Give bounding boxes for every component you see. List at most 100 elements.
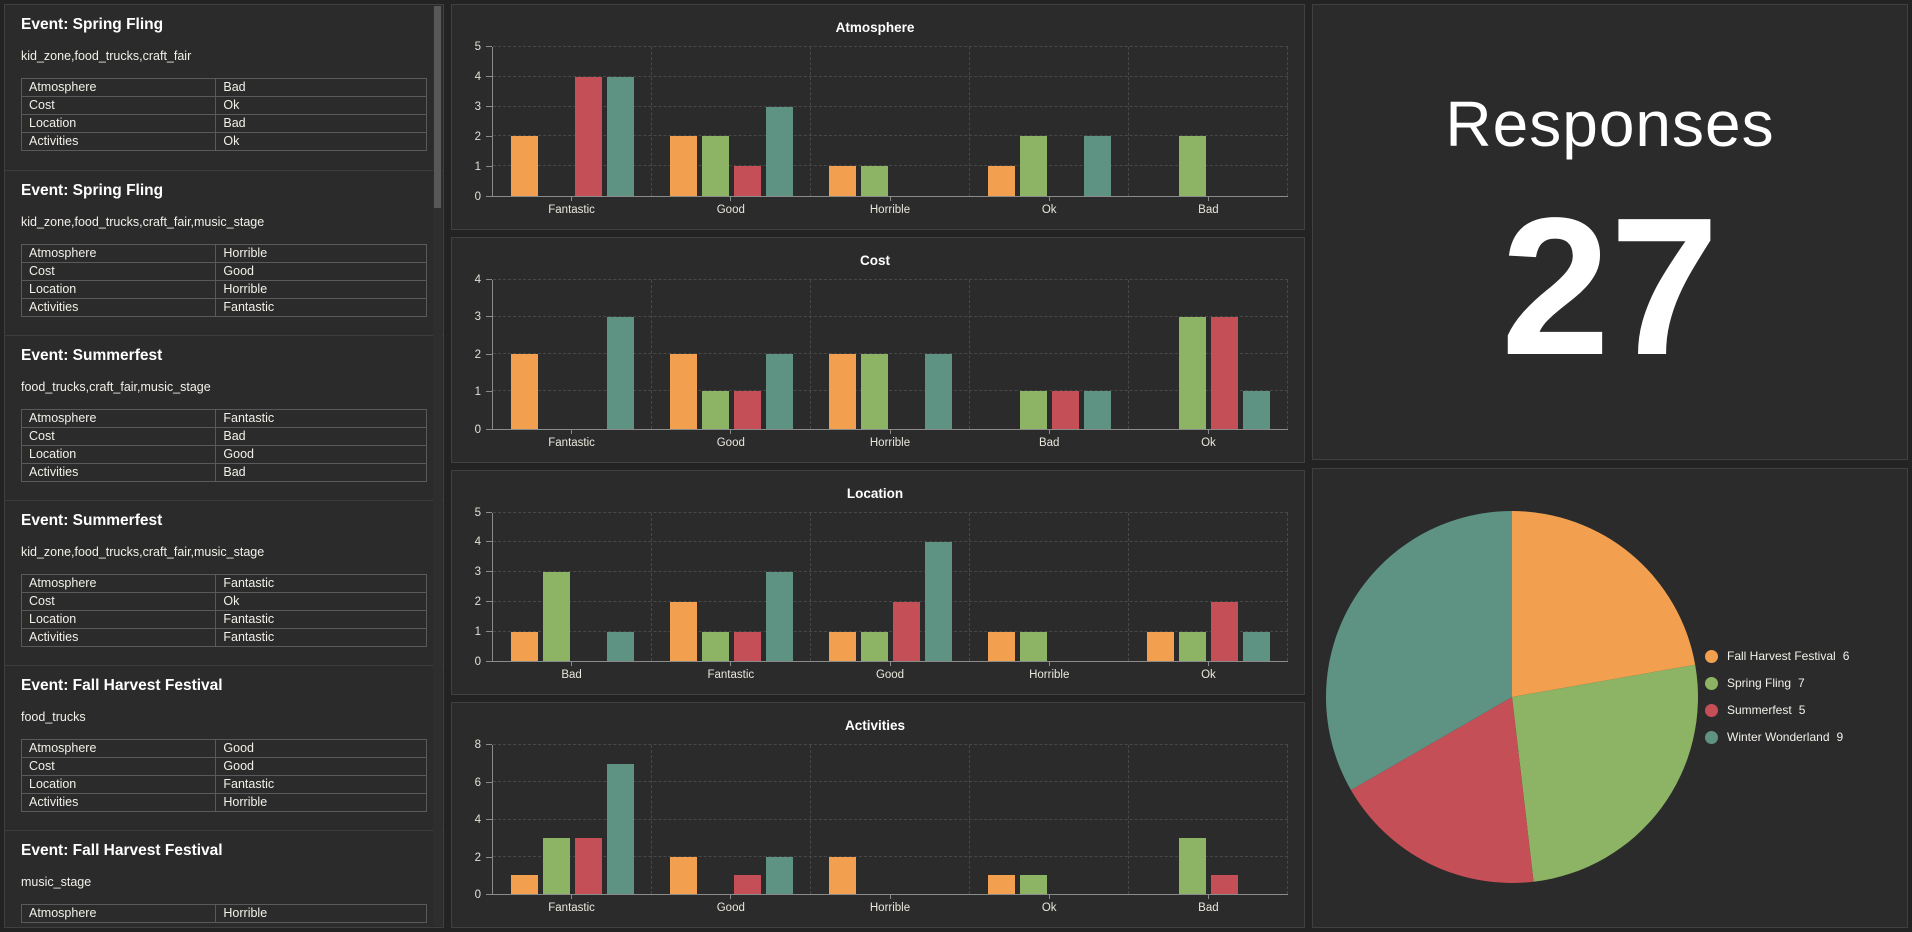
bar-winter-wonderland-fantastic[interactable] [765, 572, 793, 662]
gridline [493, 855, 1288, 857]
table-cell: Cost [20, 427, 217, 446]
gridline [493, 105, 1288, 107]
bar-fall-harvest-festival-fantastic[interactable] [510, 354, 538, 429]
bar-spring-fling-fantastic[interactable] [542, 838, 570, 894]
bar-summerfest-fantastic[interactable] [733, 631, 761, 662]
pie-slice-summerfest[interactable] [1350, 697, 1534, 883]
bar-fall-harvest-festival-bad[interactable] [510, 631, 538, 662]
table-cell: Atmosphere [20, 78, 217, 97]
bar-spring-fling-bad[interactable] [1019, 391, 1047, 429]
bar-winter-wonderland-fantastic[interactable] [606, 763, 634, 894]
bar-summerfest-good[interactable] [733, 875, 761, 894]
bar-summerfest-good[interactable] [892, 601, 920, 662]
bar-fall-harvest-festival-fantastic[interactable] [510, 875, 538, 894]
card-tags: food_trucks [21, 710, 86, 724]
bar-groups [493, 745, 1288, 894]
table-cell: Fantastic [215, 298, 427, 317]
bar-winter-wonderland-ok[interactable] [1242, 631, 1270, 662]
legend-item-winter-wonderland[interactable]: Winter Wonderland 9 [1705, 730, 1849, 744]
bar-fall-harvest-festival-fantastic[interactable] [669, 601, 697, 662]
table-row: Activities Horrible [20, 793, 427, 812]
pie-slice-spring-fling[interactable] [1512, 664, 1698, 882]
y-axis-tick-label: 0 [474, 656, 481, 669]
chart-title: Cost [860, 252, 890, 268]
bar-winter-wonderland-fantastic[interactable] [606, 76, 634, 196]
table-cell: Cost [20, 757, 217, 776]
bar-fall-harvest-festival-horrible[interactable] [828, 166, 856, 196]
legend-label: Fall Harvest Festival [1727, 649, 1836, 663]
table-cell: Fantastic [215, 409, 427, 428]
pie-slice-winter-wonderland[interactable] [1326, 511, 1512, 790]
bar-winter-wonderland-ok[interactable] [1242, 391, 1270, 429]
legend-item-spring-fling[interactable]: Spring Fling 7 [1705, 676, 1849, 690]
bar-winter-wonderland-bad[interactable] [1083, 391, 1111, 429]
bar-spring-fling-bad[interactable] [1178, 136, 1206, 196]
response-card[interactable]: Event: Summerfest kid_zone,food_trucks,cr… [5, 500, 443, 665]
bar-group-ok [969, 47, 1128, 196]
card-tags: food_trucks,craft_fair,music_stage [21, 380, 211, 394]
bar-summerfest-ok[interactable] [1210, 601, 1238, 662]
legend-swatch-icon [1705, 676, 1718, 690]
bar-fall-harvest-festival-good[interactable] [828, 631, 856, 662]
bar-fall-harvest-festival-horrible[interactable] [828, 856, 856, 894]
x-axis-label-good: Good [651, 430, 810, 456]
bar-spring-fling-horrible[interactable] [860, 354, 888, 429]
bar-spring-fling-ok[interactable] [1019, 875, 1047, 894]
legend-item-fall-harvest-festival[interactable]: Fall Harvest Festival 6 [1705, 649, 1849, 663]
bar-fall-harvest-festival-ok[interactable] [1146, 631, 1174, 662]
response-card[interactable]: Event: Spring Fling kid_zone,food_trucks,… [5, 170, 443, 335]
bar-summerfest-good[interactable] [733, 391, 761, 429]
bar-fall-harvest-festival-good[interactable] [669, 856, 697, 894]
legend-item-summerfest[interactable]: Summerfest 5 [1705, 703, 1849, 717]
bar-spring-fling-good[interactable] [701, 391, 729, 429]
bar-summerfest-good[interactable] [733, 166, 761, 196]
bar-spring-fling-bad[interactable] [1178, 838, 1206, 894]
card-ratings-table: Atmosphere Horrible [20, 904, 427, 923]
bar-group-fantastic [493, 280, 651, 429]
response-card[interactable]: Event: Fall Harvest Festival music_stage A… [5, 830, 443, 927]
bar-spring-fling-ok[interactable] [1178, 631, 1206, 662]
bar-spring-fling-good[interactable] [701, 136, 729, 196]
bar-summerfest-ok[interactable] [1210, 316, 1238, 429]
x-axis-label-bad: Bad [1129, 895, 1288, 921]
bar-fall-harvest-festival-horrible[interactable] [828, 354, 856, 429]
bar-winter-wonderland-good[interactable] [765, 856, 793, 894]
legend-swatch-icon [1705, 703, 1718, 717]
legend-count: 6 [1842, 649, 1850, 663]
bar-winter-wonderland-fantastic[interactable] [606, 316, 634, 429]
bar-spring-fling-fantastic[interactable] [701, 631, 729, 662]
list-scrollbar[interactable] [433, 6, 442, 926]
bar-fall-harvest-festival-fantastic[interactable] [510, 136, 538, 196]
bar-spring-fling-good[interactable] [860, 631, 888, 662]
bar-fall-harvest-festival-horrible[interactable] [987, 631, 1015, 662]
bar-winter-wonderland-ok[interactable] [1083, 136, 1111, 196]
chart-plot-area [492, 278, 1288, 430]
bar-winter-wonderland-bad[interactable] [606, 631, 634, 662]
bar-summerfest-fantastic[interactable] [574, 838, 602, 894]
bar-winter-wonderland-good[interactable] [765, 354, 793, 429]
bar-fall-harvest-festival-good[interactable] [669, 136, 697, 196]
bar-fall-harvest-festival-ok[interactable] [987, 166, 1015, 196]
bar-spring-fling-ok[interactable] [1019, 136, 1047, 196]
bar-spring-fling-ok[interactable] [1178, 316, 1206, 429]
table-row: Location Fantastic [20, 775, 427, 794]
bar-summerfest-bad[interactable] [1210, 875, 1238, 894]
bar-spring-fling-horrible[interactable] [860, 166, 888, 196]
bar-winter-wonderland-good[interactable] [924, 542, 952, 662]
response-card[interactable]: Event: Fall Harvest Festival food_trucks A… [5, 665, 443, 830]
response-card[interactable]: Event: Spring Fling kid_zone,food_trucks,… [5, 5, 443, 170]
list-scrollbar-thumb[interactable] [434, 6, 441, 208]
bar-summerfest-fantastic[interactable] [574, 76, 602, 196]
bar-winter-wonderland-horrible[interactable] [924, 354, 952, 429]
bar-fall-harvest-festival-ok[interactable] [987, 875, 1015, 894]
bar-spring-fling-bad[interactable] [542, 572, 570, 662]
pie-slice-fall-harvest-festival[interactable] [1512, 511, 1696, 697]
response-card[interactable]: Event: Summerfest food_trucks,craft_fair,… [5, 335, 443, 500]
bar-spring-fling-horrible[interactable] [1019, 631, 1047, 662]
table-cell: Horrible [215, 244, 427, 263]
bar-fall-harvest-festival-good[interactable] [669, 354, 697, 429]
bar-winter-wonderland-good[interactable] [765, 106, 793, 196]
bar-group-ok [1128, 279, 1288, 429]
bar-summerfest-bad[interactable] [1051, 391, 1079, 429]
x-axis-label-good: Good [651, 197, 810, 223]
